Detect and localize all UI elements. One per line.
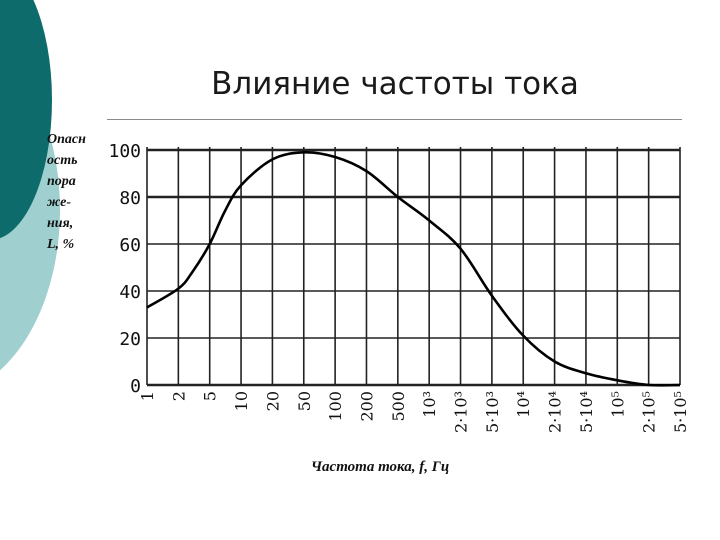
y-tick-label: 40	[119, 282, 141, 303]
y-axis-label-line: же-	[47, 195, 72, 210]
x-tick-label: 5·10⁵	[671, 391, 690, 433]
x-tick-label: 1	[138, 391, 157, 401]
x-tick-label: 2·10⁴	[546, 391, 565, 433]
x-tick-label: 200	[357, 391, 376, 422]
x-axis-label: Частота тока, f, Гц	[310, 459, 450, 475]
y-axis-label: Опасн ость пора же- ния, L, %	[47, 129, 97, 255]
y-axis-label-line: ость	[47, 153, 78, 168]
x-tick-label: 10⁴	[514, 391, 533, 418]
dark-teal-shape	[0, 0, 52, 239]
x-tick-label: 5·10⁴	[577, 391, 596, 433]
x-tick-label: 2·10⁵	[640, 391, 659, 433]
x-tick-label: 10⁵	[608, 391, 627, 418]
title-divider	[107, 119, 682, 120]
x-tick-label: 500	[389, 391, 408, 422]
y-axis-label-line: L, %	[47, 237, 75, 252]
x-tick-label: 50	[295, 391, 314, 411]
x-tick-label: 10	[232, 391, 251, 411]
y-tick-label: 60	[119, 235, 141, 256]
x-tick-label: 100	[326, 391, 345, 422]
x-tick-label: 5	[201, 391, 220, 401]
x-tick-label: 20	[263, 391, 282, 411]
slide-title: Влияние частоты тока	[211, 66, 579, 102]
x-tick-label: 2	[169, 391, 188, 401]
y-tick-label: 100	[108, 141, 141, 162]
y-tick-label: 80	[119, 188, 141, 209]
y-axis-label-line: Опасн	[47, 132, 86, 147]
y-tick-label: 0	[130, 376, 141, 397]
y-axis-label-line: пора	[47, 174, 76, 189]
x-tick-label: 10³	[420, 391, 439, 418]
series-line	[146, 151, 681, 387]
x-tick-label: 2·10³	[452, 391, 471, 433]
y-tick-label: 20	[119, 329, 141, 350]
y-axis-label-line: ния,	[47, 216, 74, 231]
x-tick-label: 5·10³	[483, 391, 502, 433]
